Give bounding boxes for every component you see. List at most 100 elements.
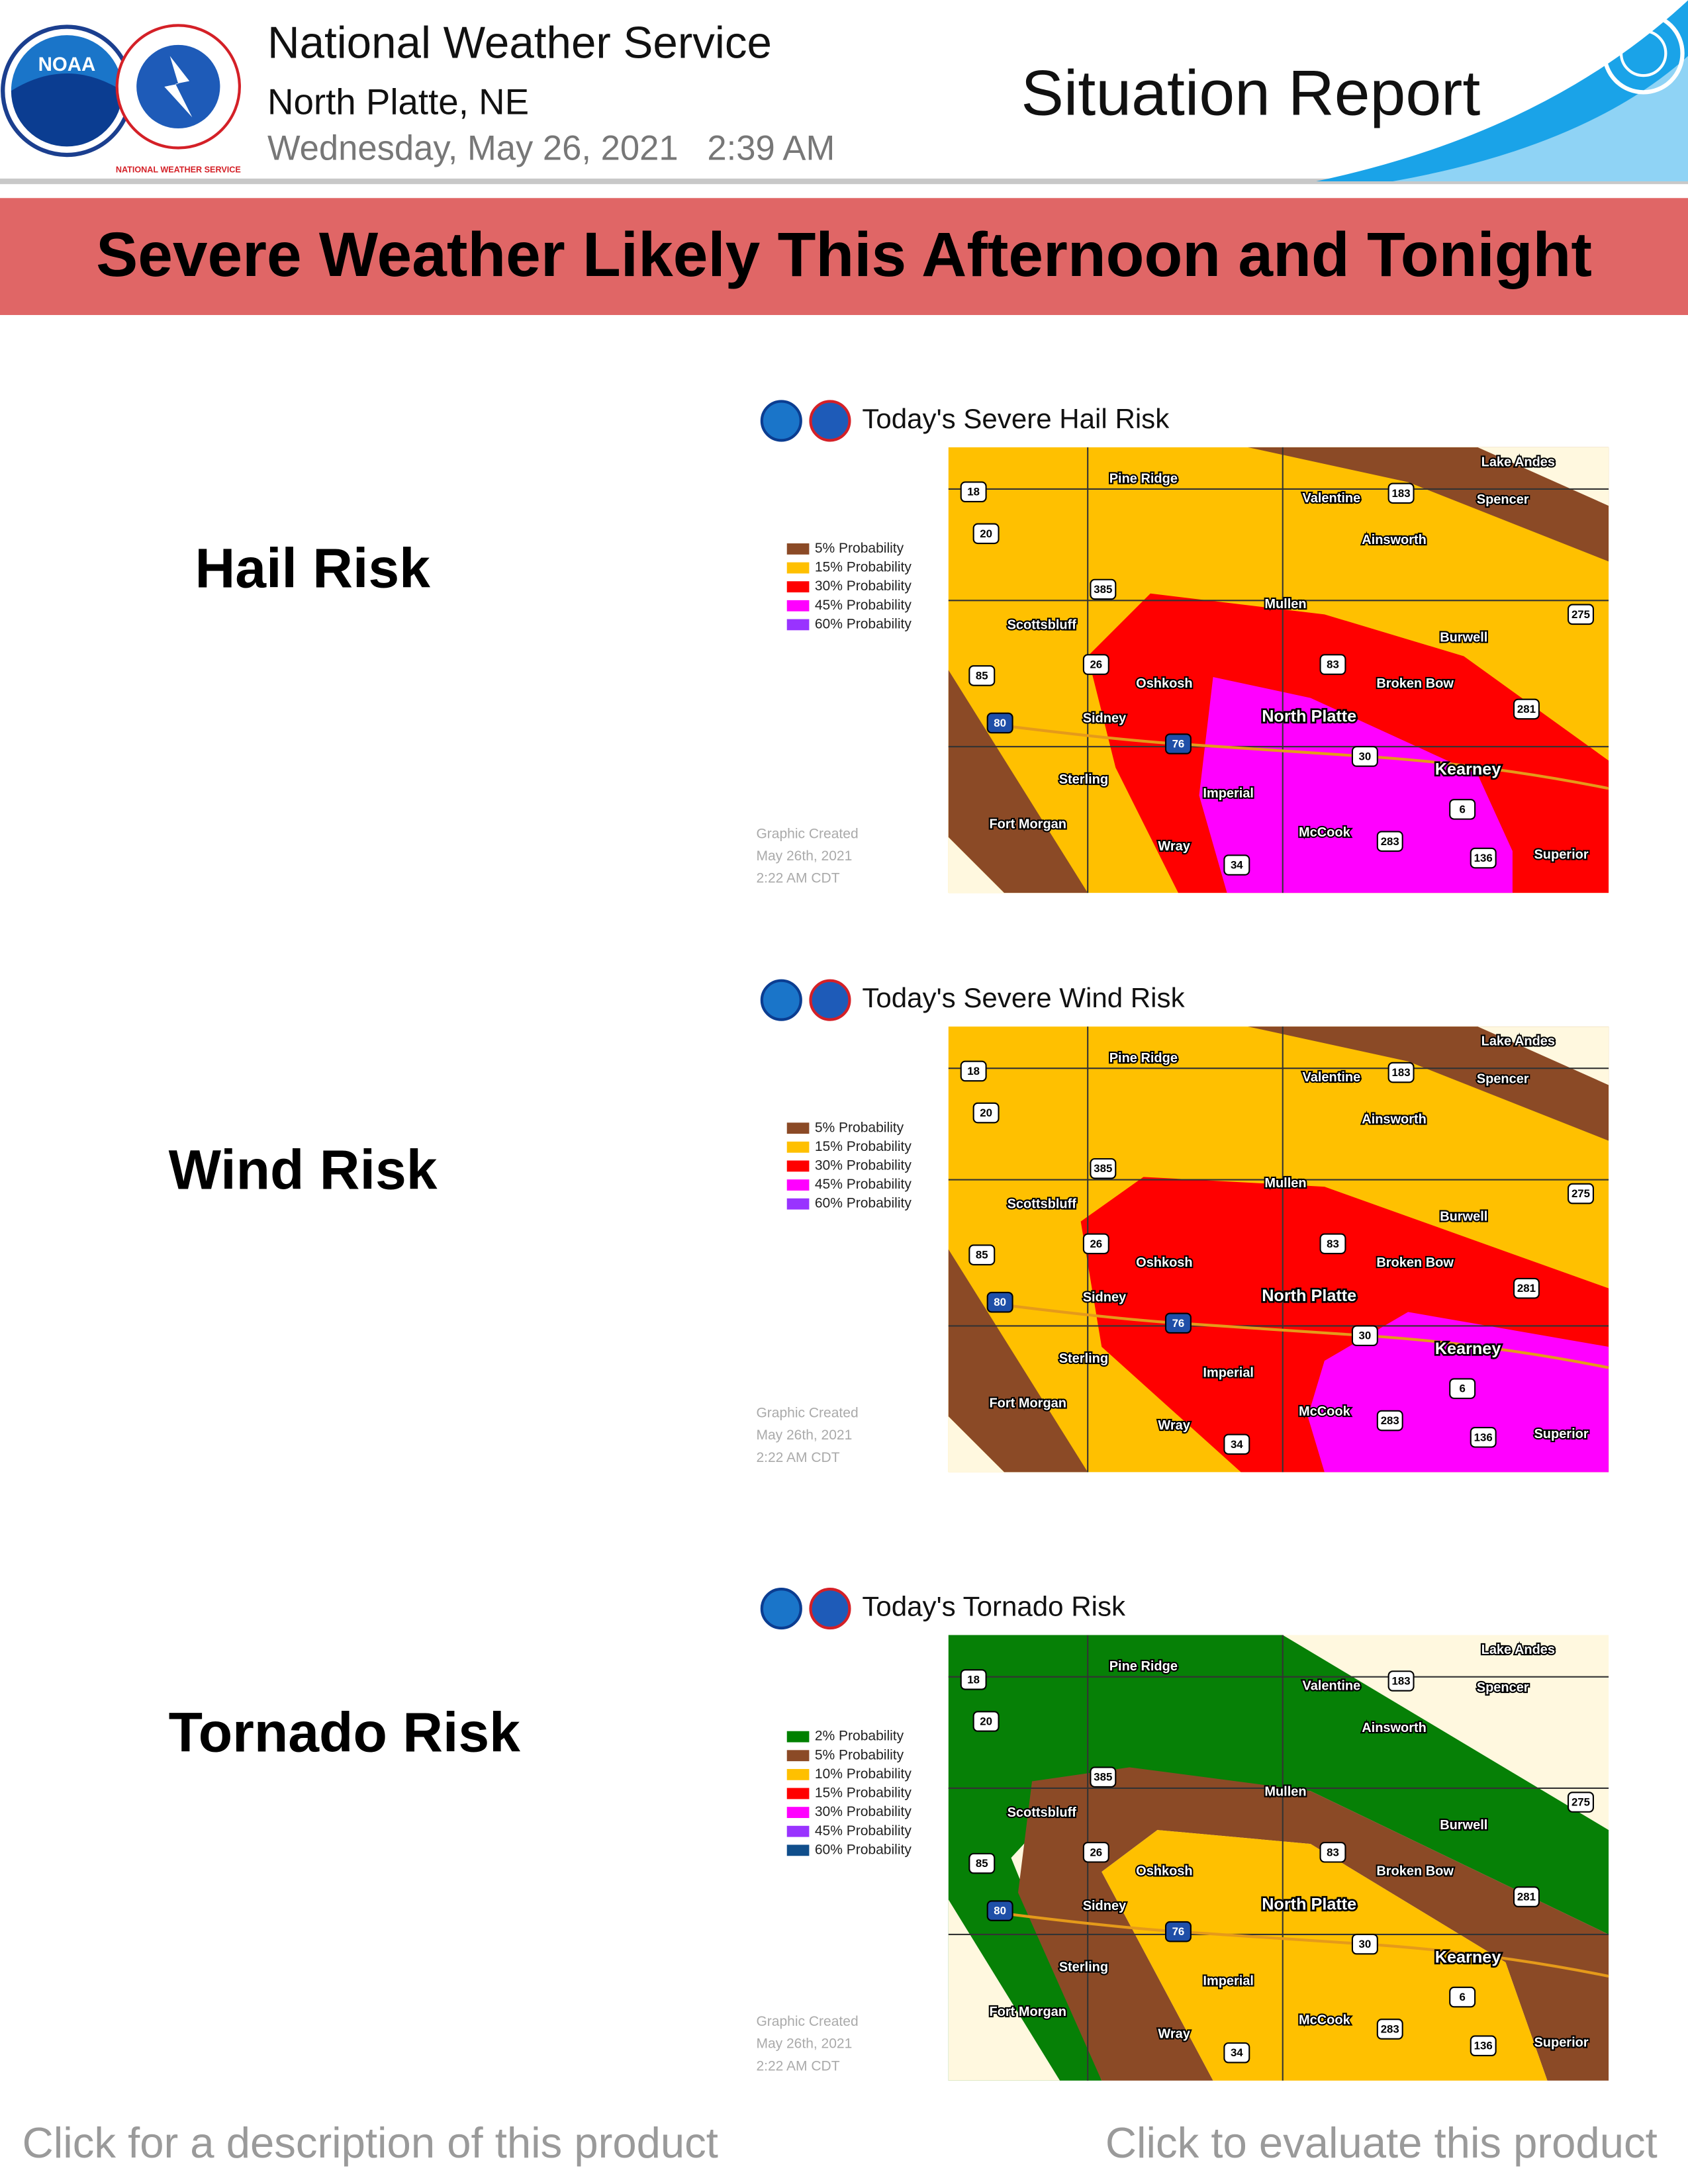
legend-swatch: [786, 543, 810, 555]
route-shield: [1513, 1277, 1540, 1299]
place-label: Superior: [1534, 848, 1588, 862]
nws-icon: [809, 1588, 851, 1630]
route-shield: [968, 1244, 996, 1265]
place-label: Superior: [1534, 2035, 1588, 2050]
route-shield: [1082, 1233, 1109, 1255]
route-shield: [972, 1102, 1000, 1124]
description-link[interactable]: Click for a description of this product: [23, 2118, 718, 2167]
noaa-logo-sea: [11, 73, 123, 147]
route-number: 183: [1392, 1674, 1411, 1687]
route-number: 26: [1090, 659, 1102, 671]
place-label: Lake Andes: [1481, 1643, 1555, 1657]
place-label: Scottsbluff: [1008, 1805, 1077, 1820]
route-number: 20: [980, 527, 992, 540]
place-label: Sidney: [1083, 1899, 1126, 1913]
legend-swatch: [786, 1122, 810, 1134]
place-label: Lake Andes: [1481, 455, 1555, 469]
route-number: 183: [1392, 487, 1411, 500]
route-number: 83: [1327, 1846, 1339, 1858]
legend-swatch: [786, 1160, 810, 1172]
place-label: Ainsworth: [1362, 1721, 1427, 1735]
route-number: 275: [1571, 1796, 1590, 1809]
route-number: 6: [1459, 1383, 1465, 1395]
map-title: Today's Severe Wind Risk: [862, 982, 1185, 1013]
risk-area: [948, 1249, 1088, 1473]
header-rule: [0, 178, 1688, 185]
place-label: Lake Andes: [1481, 1034, 1555, 1049]
route-number: 80: [994, 717, 1006, 729]
legend-swatch: [786, 600, 810, 612]
nws-icon: [809, 400, 851, 442]
route-number: 80: [994, 1905, 1006, 1917]
route-shield: [1351, 746, 1378, 767]
place-label: Burwell: [1440, 1210, 1487, 1224]
office-name: North Platte, NE: [267, 81, 529, 122]
place-label: Broken Bow: [1376, 1255, 1454, 1270]
route-shield: [1513, 1886, 1540, 1907]
risk-map: Pine Ridge Valentine Lake Andes Spencer Ains…: [948, 447, 1609, 893]
place-label: North Platte: [1262, 1287, 1356, 1305]
legend-swatch: [786, 1768, 810, 1780]
risk-area: [948, 1635, 1609, 2081]
header: NOAA NATIONAL WEATHER SERVICE National W…: [0, 0, 1688, 185]
route-number: 30: [1359, 750, 1372, 762]
legend-swatch: [786, 1844, 810, 1856]
evaluate-link[interactable]: Click to evaluate this product: [1105, 2118, 1658, 2167]
risk-area: [948, 1416, 1004, 1473]
legend-label: 15% Probability: [815, 1786, 912, 1801]
legend-label: 15% Probability: [815, 560, 912, 575]
place-label: Mullen: [1264, 597, 1306, 612]
place-label: Burwell: [1440, 630, 1487, 645]
route-shield: [1470, 2035, 1497, 2056]
route-shield: [1319, 654, 1346, 675]
nws-logo-bolt: [164, 56, 193, 118]
route-number: 30: [1359, 1938, 1372, 1950]
route-number: 281: [1517, 1891, 1536, 1903]
route-shield: [1090, 578, 1117, 600]
route-number: 136: [1474, 2040, 1493, 2052]
route-shield: [968, 1852, 996, 1874]
place-label: McCook: [1299, 825, 1351, 840]
legend-label: 60% Probability: [815, 616, 912, 631]
route-number: 385: [1094, 1162, 1112, 1175]
place-label: Mullen: [1264, 1785, 1306, 1799]
nws-logo-center: [136, 44, 220, 129]
legend-label: 30% Probability: [815, 1804, 912, 1819]
legend-label: 5% Probability: [815, 541, 904, 556]
noaa-logo-sky: [11, 35, 123, 91]
place-label: Burwell: [1440, 1818, 1487, 1833]
risk-area: [1199, 677, 1513, 893]
route-shield: [960, 1669, 987, 1690]
route-shield: [1164, 1921, 1192, 1942]
legend-label: 60% Probability: [815, 1196, 912, 1211]
route-number: 20: [980, 1715, 992, 1727]
place-label: Imperial: [1203, 786, 1254, 801]
place-label: Valentine: [1303, 491, 1361, 506]
highway: [1004, 724, 1609, 790]
place-label: Oshkosh: [1136, 1864, 1192, 1878]
legend-swatch: [786, 1807, 810, 1819]
place-label: Oshkosh: [1136, 1255, 1192, 1270]
nws-logo-text: NATIONAL WEATHER SERVICE: [116, 165, 241, 175]
route-shield: [1449, 799, 1476, 820]
route-shield: [1376, 831, 1403, 852]
graphic-note: May 26th, 2021: [756, 2036, 852, 2052]
place-label: Scottsbluff: [1008, 1197, 1077, 1212]
place-label: Sterling: [1059, 1351, 1108, 1366]
route-shield: [960, 1060, 987, 1082]
route-number: 26: [1090, 1846, 1102, 1858]
risk-section: Tornado Risk Today's Tornado Risk 2% Proba…: [169, 1588, 1609, 2081]
route-shield: [1568, 1792, 1594, 1813]
route-shield: [1319, 1841, 1346, 1863]
place-label: Sidney: [1083, 711, 1126, 725]
place-label: Scottsbluff: [1008, 617, 1077, 632]
route-shield: [1568, 604, 1594, 625]
legend-label: 45% Probability: [815, 1177, 912, 1192]
place-label: Oshkosh: [1136, 676, 1192, 691]
route-number: 283: [1381, 2023, 1399, 2035]
graphic-note: May 26th, 2021: [756, 1428, 852, 1443]
route-shield: [1449, 1986, 1476, 2008]
risk-area: [1248, 1026, 1609, 1141]
route-shield: [1449, 1378, 1476, 1399]
graphic-note: May 26th, 2021: [756, 848, 852, 864]
